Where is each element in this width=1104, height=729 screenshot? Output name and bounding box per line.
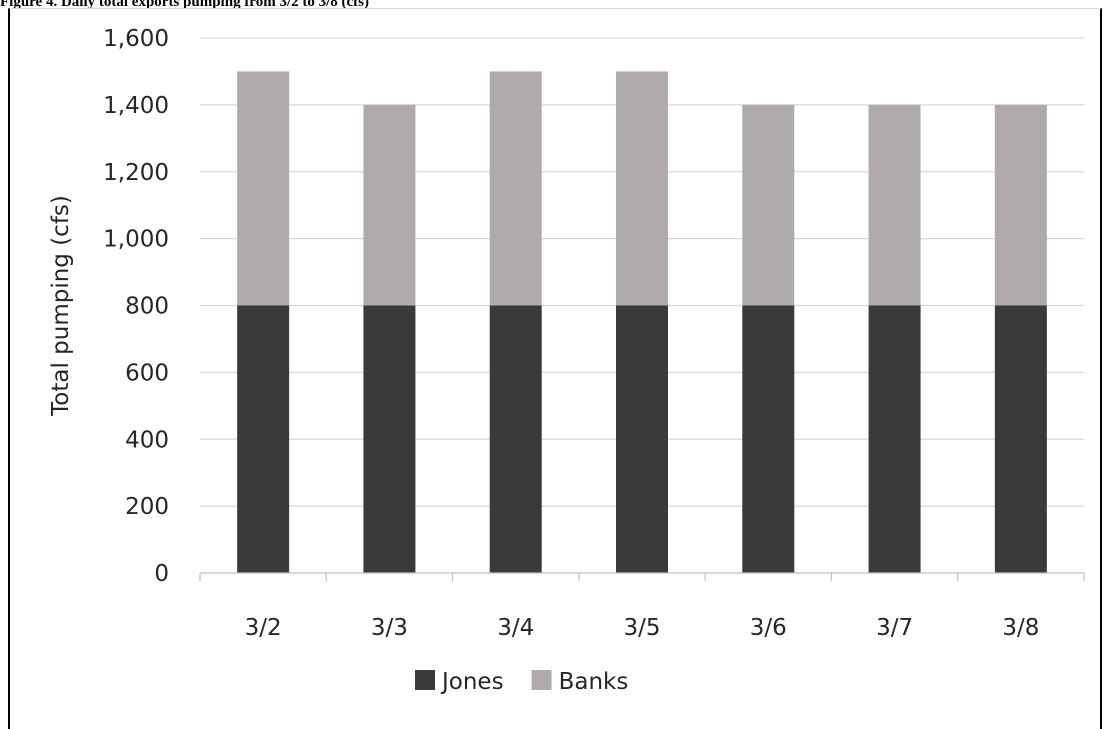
bar-jones-3-5 (616, 305, 668, 573)
chart-frame (8, 8, 1102, 729)
legend-label-jones: Jones (440, 669, 504, 695)
legend-label-banks: Banks (559, 669, 629, 695)
bar-banks-3-5 (616, 71, 668, 306)
bars (237, 71, 1047, 573)
figure-caption: Figure 4. Daily total exports pumping fr… (0, 0, 370, 10)
x-tick-label: 3/4 (497, 615, 534, 641)
legend-swatch-jones (415, 670, 435, 690)
y-tick-label: 1,000 (103, 227, 169, 253)
y-axis-title: Total pumping (cfs) (48, 195, 74, 417)
axes (199, 572, 1085, 581)
y-tick-label: 400 (125, 427, 169, 453)
bar-banks-3-7 (868, 104, 921, 306)
legend-swatch-banks (531, 670, 552, 690)
y-tick-label: 0 (154, 561, 169, 587)
bar-jones-3-3 (363, 305, 416, 573)
legend: Jones Banks (415, 669, 628, 695)
bar-banks-3-3 (363, 104, 416, 306)
x-tick-label: 3/7 (876, 615, 913, 641)
bar-banks-3-6 (742, 104, 795, 306)
x-tick-label: 3/3 (371, 615, 408, 641)
y-tick-label: 1,400 (103, 93, 169, 119)
bar-banks-3-4 (489, 71, 542, 306)
bar-banks-3-2 (237, 71, 290, 306)
x-tick-label: 3/8 (1002, 615, 1039, 641)
x-tick-label: 3/6 (750, 615, 787, 641)
bar-jones-3-4 (489, 305, 542, 573)
y-tick-label: 200 (125, 494, 169, 520)
bar-jones-3-8 (994, 305, 1047, 573)
y-tick-label: 1,600 (103, 26, 169, 52)
y-tick-labels: 0 200 400 600 800 1,000 1,200 1,400 1,600 (103, 26, 169, 587)
bar-jones-3-6 (742, 305, 795, 573)
bar-jones-3-2 (237, 305, 290, 573)
gridlines (200, 37, 1084, 507)
y-tick-label: 800 (125, 294, 169, 320)
x-tick-label: 3/2 (245, 615, 282, 641)
bar-banks-3-8 (994, 104, 1047, 306)
x-tick-label: 3/5 (623, 615, 660, 641)
x-tick-labels: 3/2 3/3 3/4 3/5 3/6 3/7 3/8 (245, 615, 1040, 641)
bar-jones-3-7 (868, 305, 921, 573)
y-tick-label: 600 (125, 360, 169, 386)
y-tick-label: 1,200 (103, 160, 169, 186)
